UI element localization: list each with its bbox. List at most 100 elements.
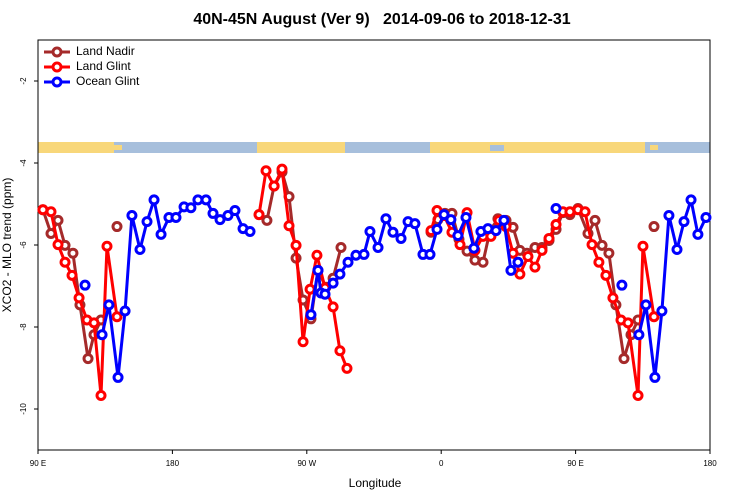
y-tick-label: -10 [19,403,28,415]
land-band [114,145,122,150]
data-point [663,209,675,221]
ocean-band [38,142,710,153]
data-point [607,292,619,304]
data-point [700,212,712,224]
data-point [334,345,346,357]
data-point [452,230,464,242]
data-point [438,209,450,221]
data-point [522,250,534,262]
data-point [550,203,562,215]
data-point [95,389,107,401]
series-line [100,193,708,378]
x-tick-label: 90 E [567,459,583,468]
data-point [134,244,146,256]
legend-label: Ocean Glint [76,74,140,88]
data-point [648,221,660,233]
series-line [42,163,656,396]
data-point [431,223,443,235]
x-tick-label: 90 W [297,459,316,468]
data-point [52,239,64,251]
data-point [268,180,280,192]
data-point [649,371,661,383]
data-point [342,256,354,268]
data-point [622,317,634,329]
data-point [170,212,182,224]
data-point [536,244,548,256]
data-point [244,225,256,237]
data-point [514,268,526,280]
data-point [637,240,649,252]
data-point [185,202,197,214]
data-point [600,269,612,281]
x-tick-label: 180 [703,459,717,468]
data-point [155,228,167,240]
data-point [454,239,466,251]
land-band [430,142,645,153]
data-point [111,221,123,233]
y-tick-label: -4 [19,159,28,167]
data-point [67,247,79,259]
data-point [304,283,316,295]
data-point [633,329,645,341]
data-point [327,277,339,289]
data-point [290,239,302,251]
x-tick-label: 90 E [30,459,46,468]
data-point [334,268,346,280]
data-point [579,206,591,218]
data-point [45,206,57,218]
land-band [257,142,345,153]
data-point [79,279,91,291]
data-point [319,288,331,300]
data-point [589,214,601,226]
data-point [222,209,234,221]
data-point [586,239,598,251]
data-point [424,248,436,260]
data-point [229,205,241,217]
x-tick-label: 0 [439,459,444,468]
land-ocean-strip [38,142,710,153]
data-point [685,194,697,206]
data-point [505,264,517,276]
data-point [603,247,615,259]
data-point [312,264,324,276]
legend-marker [51,46,63,58]
data-point [73,292,85,304]
land-band [650,145,658,150]
data-point [477,256,489,268]
y-tick-label: -8 [19,323,28,331]
data-point [395,232,407,244]
data-point [596,239,608,251]
data-point [335,241,347,253]
data-point [96,329,108,341]
land-band [38,142,114,153]
data-point [207,207,219,219]
data-point [364,225,376,237]
data-point [341,362,353,374]
data-point [283,220,295,232]
data-point [101,240,113,252]
data-point [409,218,421,230]
data-point [297,336,309,348]
data-point [678,216,690,228]
data-point [692,228,704,240]
data-point [82,353,94,365]
chart-title: 40N-45N August (Ver 9) 2014-09-06 to 201… [193,11,570,28]
data-point [103,299,115,311]
data-point [640,299,652,311]
data-point [468,242,480,254]
data-point [543,232,555,244]
data-point [327,301,339,313]
data-point [59,256,71,268]
y-axis-label: XCO2 - MLO trend (ppm) [0,178,14,313]
data-point [387,226,399,238]
legend-label: Land Nadir [76,44,135,58]
data-point [52,214,64,226]
data-point [380,213,392,225]
data-point [498,214,510,226]
data-point [529,261,541,273]
data-point [311,249,323,261]
y-tick-label: -6 [19,241,28,249]
data-point [88,317,100,329]
data-point [656,305,668,317]
